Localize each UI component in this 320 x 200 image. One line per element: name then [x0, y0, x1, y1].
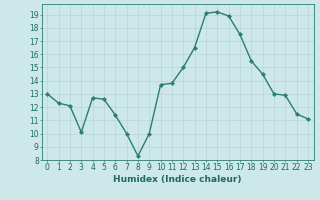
X-axis label: Humidex (Indice chaleur): Humidex (Indice chaleur): [113, 175, 242, 184]
